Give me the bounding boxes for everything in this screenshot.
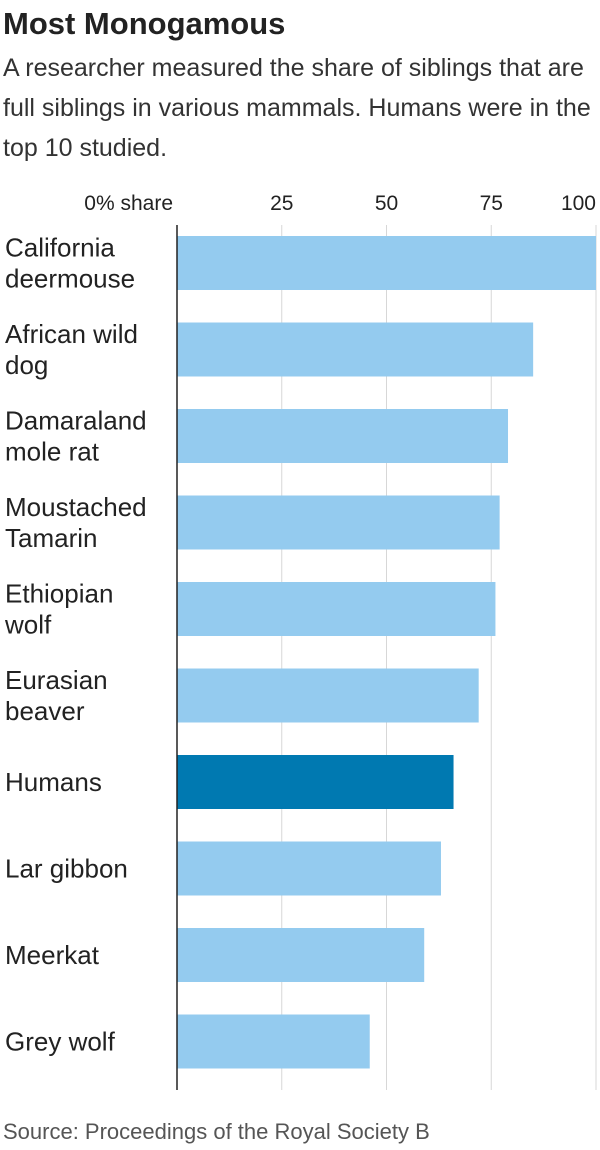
category-label-line: Moustached	[5, 492, 147, 522]
category-label: Moustached Tamarin	[5, 492, 147, 553]
bar	[177, 841, 441, 896]
category-label: Grey wolf	[5, 1027, 116, 1057]
x-tick-label: 75	[480, 192, 503, 215]
category-label-line: mole rat	[5, 437, 100, 467]
bar-chart: California deermouse African wild dog Damara…	[4, 192, 597, 1090]
category-label-line: Lar gibbon	[5, 854, 128, 884]
x-tick-label: 0% share	[84, 192, 173, 215]
category-label-line: wolf	[4, 610, 52, 640]
category-label: African wild dog	[5, 319, 138, 380]
bar	[177, 409, 509, 463]
category-label-line: California	[5, 233, 115, 263]
category-label-line: Grey wolf	[5, 1027, 116, 1057]
x-tick-label: 100	[561, 192, 596, 215]
category-label-line: Tamarin	[5, 523, 97, 553]
category-label-line: Eurasian	[5, 665, 108, 695]
bar	[177, 582, 496, 636]
source-note: Source: Proceedings of the Royal Society…	[3, 1119, 430, 1144]
bar	[177, 236, 596, 290]
category-label-line: Ethiopian	[5, 579, 113, 609]
chart-subtitle: A researcher measured the share of sibli…	[3, 54, 591, 162]
category-label: Damaraland mole rat	[5, 406, 147, 467]
x-tick-label: 25	[270, 192, 293, 215]
category-label-line: dog	[5, 350, 48, 380]
category-label-line: Meerkat	[5, 940, 100, 970]
category-label: Meerkat	[5, 940, 100, 970]
category-label-line: Humans	[5, 767, 102, 797]
bar	[177, 322, 534, 377]
category-label: Ethiopian wolf	[4, 579, 113, 640]
category-label-line: African wild	[5, 319, 138, 349]
category-labels: California deermouse African wild dog Damara…	[4, 233, 147, 1057]
x-axis-ticks: 0% share 25 50 75 100	[84, 192, 596, 215]
bars	[177, 236, 596, 1069]
bar	[177, 755, 454, 809]
category-label-line: beaver	[5, 696, 85, 726]
category-label: Lar gibbon	[5, 854, 128, 884]
category-label: California deermouse	[5, 233, 135, 294]
category-label-line: Damaraland	[5, 406, 147, 436]
category-label: Humans	[5, 767, 102, 797]
bar	[177, 928, 425, 982]
bar	[177, 668, 479, 723]
bar	[177, 1014, 370, 1069]
chart-title: Most Monogamous	[3, 6, 286, 41]
x-tick-label: 50	[375, 192, 398, 215]
bar	[177, 495, 500, 550]
category-label: Eurasian beaver	[5, 665, 108, 726]
category-label-line: deermouse	[5, 264, 135, 294]
